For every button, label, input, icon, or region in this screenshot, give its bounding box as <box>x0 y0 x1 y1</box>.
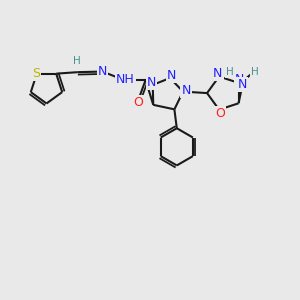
Text: N: N <box>167 69 176 82</box>
Text: N: N <box>213 67 223 80</box>
Text: S: S <box>32 67 40 80</box>
Text: N: N <box>237 78 247 91</box>
Text: O: O <box>133 96 143 109</box>
Text: NH: NH <box>116 74 135 86</box>
Text: O: O <box>215 107 225 120</box>
Text: N: N <box>182 85 191 98</box>
Text: H: H <box>73 56 80 66</box>
Text: N: N <box>235 74 244 86</box>
Text: H: H <box>226 67 233 77</box>
Text: H: H <box>251 67 259 77</box>
Text: N: N <box>98 65 107 78</box>
Text: N: N <box>147 76 156 89</box>
